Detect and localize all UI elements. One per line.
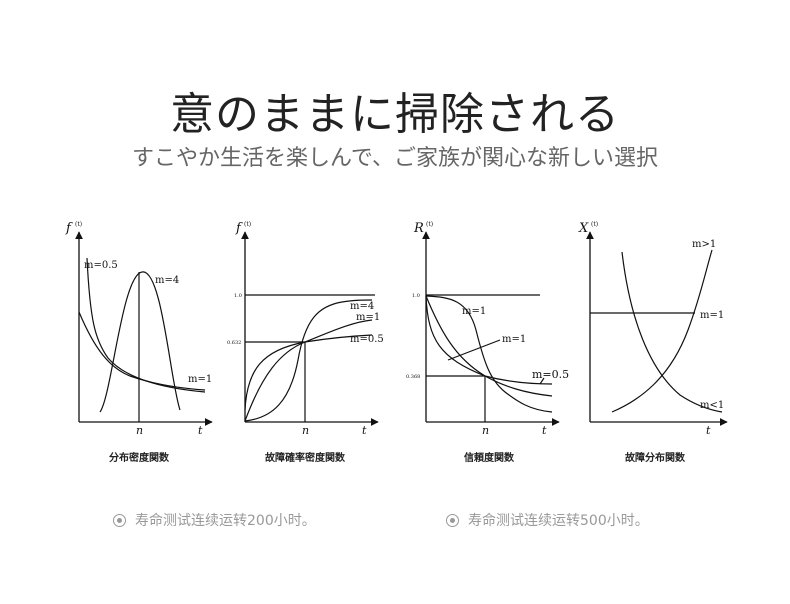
curve-m-gt-1: [611, 249, 713, 413]
note-200h: 寿命测试连续运转200小时。: [113, 510, 316, 530]
curve-m05: [244, 334, 373, 411]
y-axis-label: f: [65, 221, 73, 236]
y-axis-label: R: [413, 221, 424, 236]
label-m4: m=4: [155, 275, 179, 286]
curve-m05: [425, 295, 553, 385]
page-subtitle: すこやか生活を楽しんで、ご家族が関心な新しい選択: [131, 146, 659, 171]
y-axis-sup: (t): [591, 221, 598, 228]
note-text: 寿命测试连续运转500小时。: [468, 513, 649, 529]
y-tick-1: 1.0: [234, 293, 242, 299]
diagram-failure-distribution: X (t) t m>1 m=1 m<1 故障分布関数: [578, 221, 728, 464]
x-axis-label: t: [198, 424, 203, 437]
caption-reliability: 信頼度関数: [464, 451, 515, 464]
label-m-gt-1: m>1: [692, 239, 716, 250]
note-text: 寿命测试连续运转200小时。: [135, 513, 316, 529]
x-axis-label: t: [706, 424, 711, 437]
curve-m4: [99, 271, 181, 413]
label-m1-b: m=1: [502, 334, 526, 345]
y-axis-sup: (t): [426, 221, 433, 228]
y-axis-label: f: [235, 221, 243, 236]
curve-m4: [425, 295, 553, 413]
caption-failure-distribution: 故障分布関数: [625, 451, 686, 464]
curve-m-lt-1: [621, 251, 723, 413]
target-icon: [113, 513, 126, 527]
curve-m05: [86, 257, 206, 393]
note-500h: 寿命测试连续运转500小时。: [446, 510, 649, 530]
x-axis-label: t: [362, 424, 367, 437]
y-axis-sup: (t): [244, 221, 251, 228]
caption-density: 分布密度関数: [109, 451, 170, 464]
y-tick-0632: 0.632: [227, 340, 241, 346]
label-m05: m=0.5: [350, 334, 384, 345]
label-m05: m=0.5: [532, 368, 569, 381]
label-m05: m=0.5: [84, 260, 118, 271]
x-tick-n: n: [302, 424, 309, 437]
label-m4: m=4: [350, 301, 374, 312]
label-m-lt-1: m<1: [700, 400, 724, 411]
y-axis-sup: (t): [75, 221, 82, 228]
curve-m4: [244, 299, 373, 422]
y-tick-0368: 0.368: [406, 374, 420, 380]
leader-line: [447, 339, 501, 361]
y-axis-label: X: [578, 221, 589, 236]
label-m1: m=1: [700, 310, 724, 321]
label-m1-a: m=1: [462, 306, 486, 317]
x-tick-n: n: [136, 424, 143, 437]
curve-m1: [425, 295, 553, 397]
y-tick-1: 1.0: [412, 293, 420, 299]
label-m1: m=1: [356, 312, 380, 323]
diagram-density: f (t) n t m=0.5 m=4 m=1 分布密度関数: [65, 221, 213, 464]
leader-line-2: [539, 377, 545, 385]
x-axis-label: t: [542, 424, 547, 437]
caption-failure-probability: 故障確率密度関数: [265, 451, 346, 464]
diagram-reliability: R (t) 1.0 0.368 n t m=1 m=1 m=0.5 信頼度関数: [406, 221, 569, 464]
diagram-failure-probability: f (t) 1.0 0.632 n t m=4 m=1 m=0.5 故障確率密度…: [227, 221, 384, 464]
label-m1: m=1: [188, 374, 212, 385]
x-tick-n: n: [482, 424, 489, 437]
page-title: 意のままに掃除される: [170, 89, 620, 140]
target-icon: [446, 513, 459, 527]
curve-m1: [78, 311, 206, 391]
